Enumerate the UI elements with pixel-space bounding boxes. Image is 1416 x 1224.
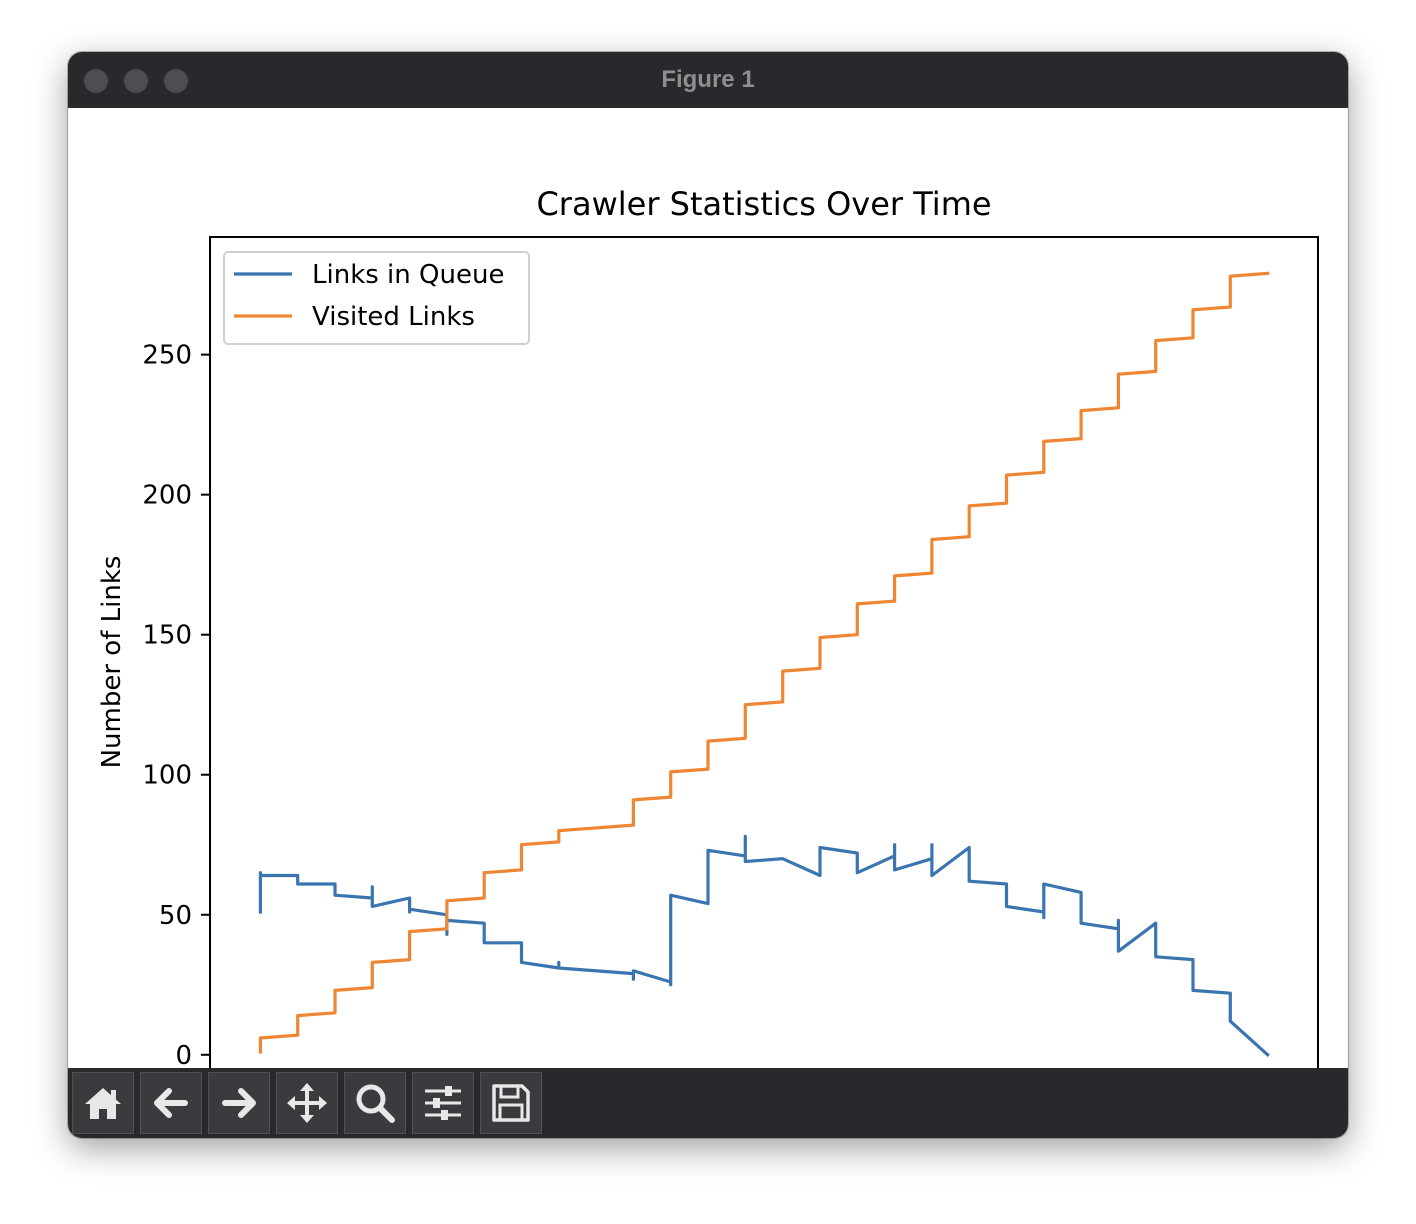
- arrow-right-icon: [222, 1088, 256, 1118]
- y-tick-label: 100: [142, 761, 192, 791]
- minimize-window-button[interactable]: [124, 69, 148, 93]
- home-icon: [85, 1088, 121, 1119]
- y-tick-label: 50: [159, 901, 192, 931]
- configure-subplots-button[interactable]: [412, 1072, 474, 1134]
- plot-canvas: Crawler Statistics Over Time Number of L…: [68, 108, 1348, 1095]
- y-tick-label: 250: [142, 341, 192, 371]
- title-bar: Figure 1: [68, 52, 1348, 108]
- series-line-0: [258, 834, 1270, 1058]
- legend-label-1: Visited Links: [312, 302, 475, 332]
- save-button[interactable]: [480, 1072, 542, 1134]
- y-tick-label: 0: [175, 1041, 192, 1068]
- magnifier-icon: [356, 1084, 395, 1123]
- navigation-toolbar: [68, 1068, 1348, 1138]
- pan-button[interactable]: [276, 1072, 338, 1134]
- chart-title: Crawler Statistics Over Time: [536, 185, 991, 223]
- home-button[interactable]: [72, 1072, 134, 1134]
- plot-area: 0 50 100 150 200 250 Links in Queue Visited Lin…: [142, 236, 1319, 1095]
- floppy-disk-icon: [492, 1084, 530, 1122]
- y-tick-label: 200: [142, 481, 192, 511]
- zoom-button[interactable]: [344, 1072, 406, 1134]
- line-chart: Crawler Statistics Over Time Number of L…: [97, 185, 1319, 1095]
- forward-button[interactable]: [208, 1072, 270, 1134]
- back-button[interactable]: [140, 1072, 202, 1134]
- series-line-1: [258, 271, 1270, 1054]
- y-tick-label: 150: [142, 621, 192, 651]
- zoom-window-button[interactable]: [164, 69, 188, 93]
- figure-window: Figure 1 Crawler Statistics Over Time Nu…: [68, 52, 1348, 1138]
- axes-frame: [209, 236, 1319, 1095]
- window-title: Figure 1: [661, 66, 755, 93]
- close-window-button[interactable]: [84, 69, 108, 93]
- move-icon: [287, 1083, 327, 1123]
- arrow-left-icon: [154, 1088, 188, 1118]
- sliders-icon: [425, 1086, 461, 1120]
- y-axis-label: Number of Links: [97, 556, 127, 769]
- legend-box: [223, 251, 530, 345]
- legend-label-0: Links in Queue: [312, 260, 504, 290]
